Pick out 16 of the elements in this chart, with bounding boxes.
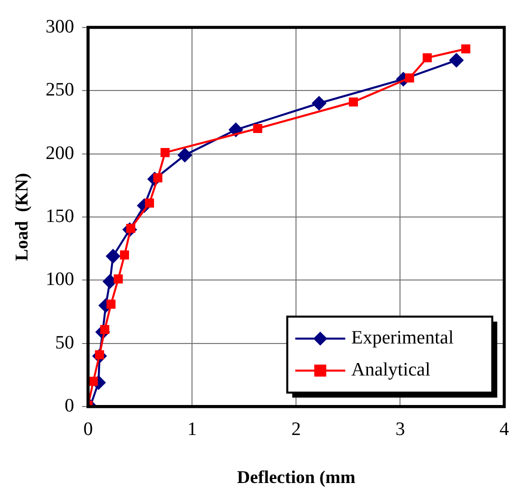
y-tick-label: 50 (55, 332, 74, 354)
x-tick-label: 4 (500, 418, 510, 440)
y-tick-label: 100 (46, 269, 74, 290)
x-tick-label: 1 (187, 418, 197, 440)
y-tick-label: 150 (46, 206, 74, 227)
x-tick-label: 3 (395, 418, 405, 440)
legend-label: Analytical (351, 360, 430, 381)
x-tick-label: 0 (83, 418, 93, 440)
y-tick-label: 300 (46, 16, 74, 38)
x-axis-title: Deflection (mm (236, 466, 356, 487)
y-tick-label: 200 (46, 142, 74, 164)
y-tick-label: 0 (64, 396, 74, 417)
y-tick-label: 250 (46, 80, 74, 101)
x-tick-label: 2 (291, 418, 301, 440)
legend-label: Experimental (351, 328, 454, 349)
y-axis-title: Load (KN) (11, 172, 32, 262)
